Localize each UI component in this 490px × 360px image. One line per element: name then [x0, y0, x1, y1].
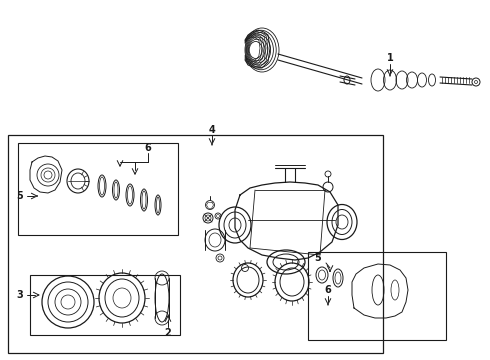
Bar	[18, 143, 178, 235]
Bar	[308, 252, 446, 340]
Text: 6: 6	[325, 285, 331, 295]
Text: 2: 2	[165, 328, 172, 338]
Bar	[8, 135, 383, 353]
Text: 6: 6	[145, 143, 151, 153]
Text: 3: 3	[17, 290, 24, 300]
Text: 4: 4	[209, 125, 216, 135]
Bar	[30, 275, 180, 335]
Text: 5: 5	[315, 253, 321, 263]
Text: 1: 1	[387, 53, 393, 63]
Text: 5: 5	[17, 191, 24, 201]
